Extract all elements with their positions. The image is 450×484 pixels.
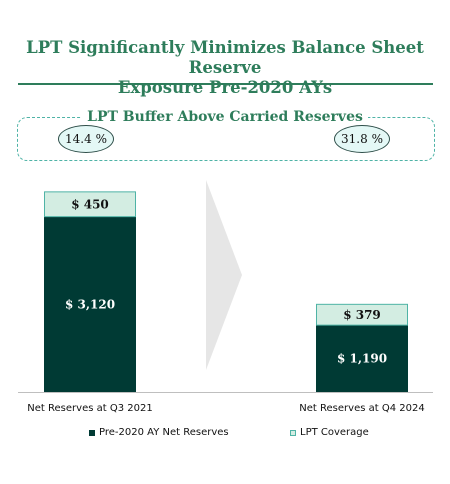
bar-lpt-coverage-0 [44,191,136,218]
buffer-pct-left: 14.4 % [58,125,114,153]
buffer-title: LPT Buffer Above Carried Reserves [82,109,368,125]
title-underline [18,83,433,85]
data-label-lpt-coverage-0: $ 450 [71,198,109,212]
chart-title-line-2: Exposure Pre-2020 AYs [117,78,333,97]
data-label-net-reserves-1: $ 1,190 [337,352,387,366]
data-label-lpt-coverage-1: $ 379 [343,308,381,322]
legend-item-lpt-coverage: LPT Coverage [290,427,369,438]
legend-label-net-reserves: Pre-2020 AY Net Reserves [99,427,229,438]
bar-net-reserves-0 [44,216,136,392]
legend-swatch-lpt-coverage [290,429,296,436]
bar-net-reserves-1 [316,325,408,392]
legend-label-lpt-coverage: LPT Coverage [300,427,369,438]
legend-item-net-reserves: Pre-2020 AY Net Reserves [89,427,229,438]
buffer-pct-right: 31.8 % [334,125,390,153]
chart-title: LPT Significantly Minimizes Balance Shee… [0,38,450,98]
x-tick-label-0: Net Reserves at Q3 2021 [27,403,152,414]
chart-title-line-1: LPT Significantly Minimizes Balance Shee… [26,38,424,77]
x-tick-label-1: Net Reserves at Q4 2024 [299,403,424,414]
data-label-net-reserves-0: $ 3,120 [65,297,115,311]
bar-lpt-coverage-1 [316,303,408,326]
legend-swatch-net-reserves [89,429,95,436]
transition-arrow [206,180,242,370]
